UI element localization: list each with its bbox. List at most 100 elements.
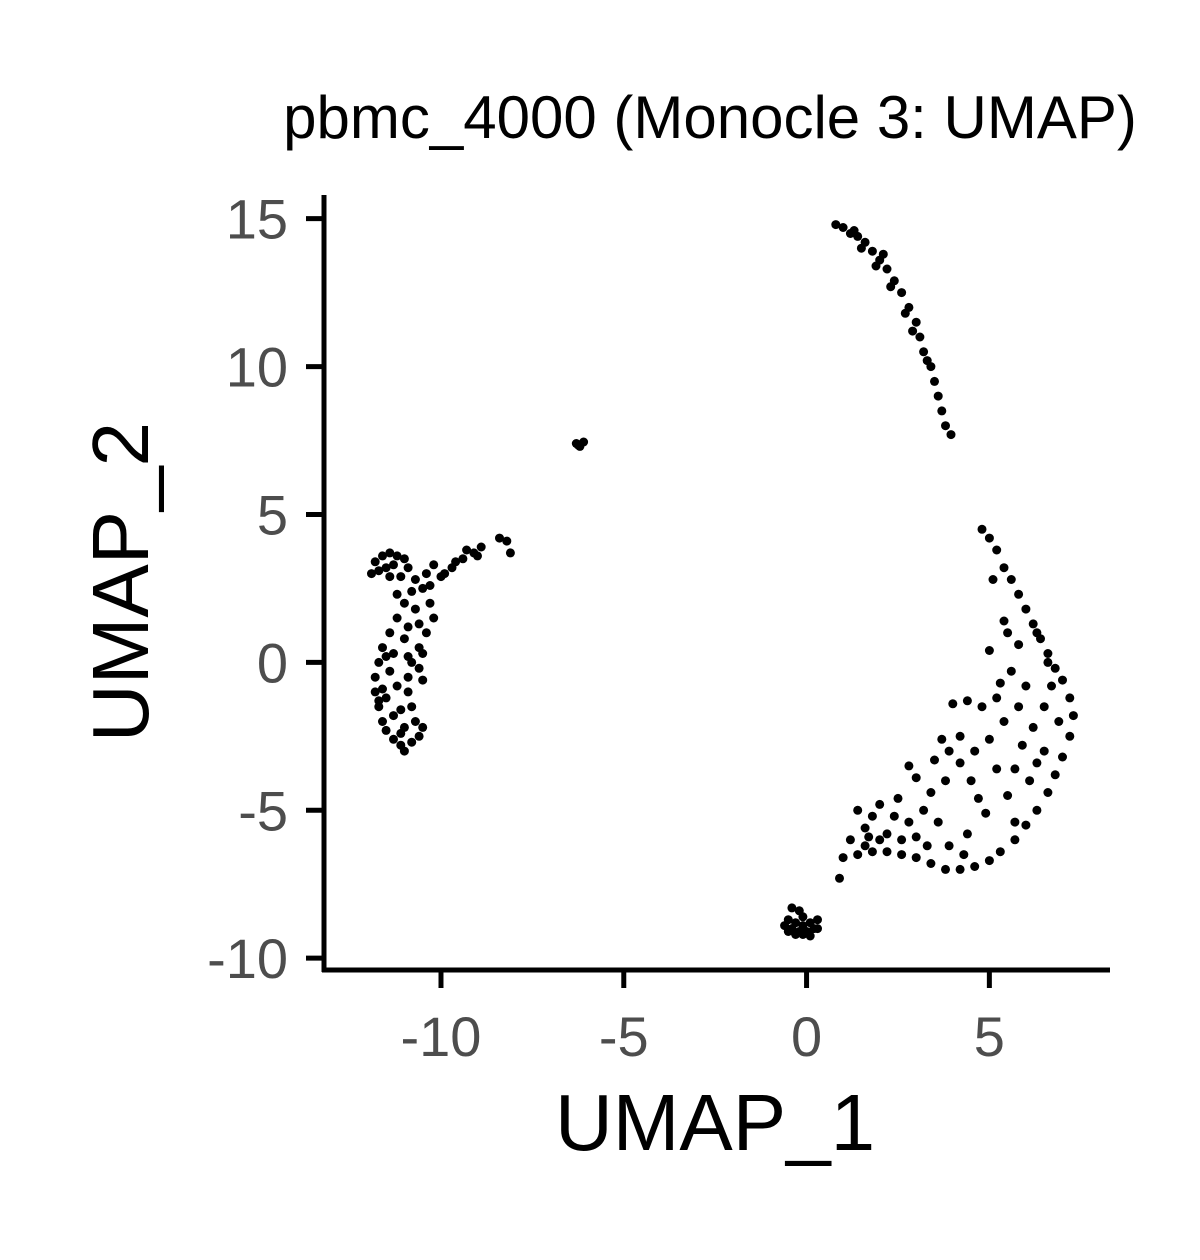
- data-point-s0-188: [992, 764, 1002, 774]
- data-point-s0-193: [1010, 817, 1020, 827]
- data-point-s0-202: [1010, 764, 1020, 774]
- data-point-s0-191: [911, 773, 921, 783]
- data-point-s0-124: [1043, 788, 1053, 797]
- data-point-s0-21: [385, 628, 395, 638]
- data-point-s0-5: [399, 554, 409, 564]
- data-point-s0-108: [984, 533, 994, 543]
- data-point-s0-2: [378, 551, 387, 561]
- data-point-s0-73: [502, 536, 512, 546]
- data-point-s0-137: [867, 847, 877, 857]
- y-tick-label-0: -10: [207, 927, 288, 990]
- data-point-s0-127: [1010, 835, 1020, 845]
- data-point-s0-123: [1050, 770, 1060, 780]
- data-point-s0-200: [1043, 657, 1053, 667]
- data-point-s0-168: [1039, 702, 1049, 712]
- data-point-s0-56: [396, 728, 406, 738]
- data-point-s0-45: [392, 681, 402, 691]
- data-point-s0-119: [1065, 693, 1075, 703]
- data-point-s0-152: [919, 805, 929, 815]
- data-point-s1-16: [783, 927, 793, 936]
- data-point-s0-14: [425, 598, 435, 608]
- data-point-s0-57: [414, 619, 424, 629]
- data-point-s0-25: [370, 687, 380, 697]
- data-point-s0-100: [871, 261, 881, 271]
- data-point-s0-107: [977, 524, 987, 534]
- x-tick-label-1: -5: [599, 1005, 649, 1068]
- data-point-s0-138: [853, 850, 863, 860]
- data-point-s1-15: [805, 931, 815, 941]
- data-point-s0-68: [429, 560, 439, 570]
- data-point-s0-195: [922, 841, 932, 851]
- data-point-s0-0: [367, 569, 376, 579]
- x-tick-label-2: 0: [791, 1005, 822, 1068]
- data-point-s0-59: [374, 696, 384, 706]
- y-axis-title: UMAP_2: [76, 422, 165, 742]
- y-tick-label-5: 15: [226, 188, 288, 251]
- data-point-s0-181: [1047, 681, 1056, 691]
- data-point-s0-9: [403, 563, 413, 573]
- data-point-s0-146: [897, 835, 907, 845]
- data-point-s0-151: [904, 817, 914, 827]
- data-point-s0-102: [900, 308, 910, 318]
- data-point-s0-36: [407, 702, 417, 712]
- data-point-s0-177: [966, 776, 976, 786]
- data-point-s0-111: [1006, 575, 1016, 584]
- data-point-s0-113: [1021, 604, 1031, 614]
- data-point-s0-80: [838, 223, 848, 232]
- data-point-s0-29: [389, 734, 398, 744]
- y-tick-label-3: 5: [257, 483, 288, 546]
- data-point-s0-121: [1065, 731, 1075, 741]
- data-point-s0-145: [882, 829, 892, 839]
- data-point-s0-15: [429, 613, 439, 623]
- data-point-s0-49: [403, 622, 413, 632]
- data-point-s0-12: [410, 575, 420, 584]
- data-point-s0-132: [941, 864, 950, 874]
- data-point-s0-171: [1003, 791, 1013, 800]
- data-point-s0-142: [860, 823, 870, 833]
- data-point-s0-99: [856, 243, 866, 253]
- data-point-s0-70: [421, 569, 431, 579]
- data-point-s0-38: [403, 672, 413, 682]
- data-point-s0-33: [414, 731, 424, 741]
- data-point-s0-24: [370, 672, 380, 682]
- data-point-s0-18: [407, 586, 417, 596]
- data-point-s0-192: [937, 734, 947, 744]
- data-point-s0-114: [1028, 619, 1038, 629]
- data-point-s0-37: [403, 687, 413, 697]
- data-point-s0-178: [933, 817, 943, 827]
- data-point-s0-34: [418, 722, 428, 732]
- data-point-s0-158: [999, 717, 1009, 726]
- data-point-s0-84: [867, 246, 877, 256]
- data-point-s0-135: [897, 850, 907, 860]
- data-point-s0-53: [392, 589, 402, 599]
- data-point-s0-173: [962, 829, 972, 839]
- data-point-s0-126: [1021, 820, 1031, 830]
- data-point-s0-167: [1028, 722, 1038, 732]
- data-point-s0-143: [853, 805, 863, 815]
- data-point-s0-165: [999, 616, 1009, 626]
- data-point-s0-4: [392, 551, 402, 561]
- data-point-s0-104: [878, 249, 888, 259]
- data-point-s0-169: [1039, 746, 1049, 756]
- data-point-s0-103: [849, 226, 859, 235]
- data-point-s0-131: [955, 864, 965, 874]
- data-point-s0-6: [374, 566, 384, 576]
- data-point-s0-94: [930, 376, 939, 386]
- data-point-s0-197: [864, 832, 874, 842]
- data-point-s0-69: [462, 545, 472, 555]
- data-point-s0-79: [831, 220, 841, 230]
- y-tick-label-2: 0: [257, 631, 288, 694]
- data-point-s0-198: [893, 793, 903, 803]
- data-point-s0-72: [495, 533, 504, 543]
- data-point-s0-186: [1003, 628, 1013, 638]
- data-point-s0-60: [425, 581, 435, 590]
- x-tick-label-0: -10: [401, 1005, 482, 1068]
- data-point-s0-55: [381, 652, 391, 661]
- data-point-s0-50: [396, 705, 406, 715]
- data-point-s0-166: [1017, 740, 1027, 750]
- y-ticks: -10 -5 0 5 10 15: [207, 188, 324, 990]
- data-point-s0-20: [392, 613, 402, 623]
- data-point-s0-109: [992, 545, 1002, 555]
- x-axis-title: UMAP_1: [555, 1078, 875, 1167]
